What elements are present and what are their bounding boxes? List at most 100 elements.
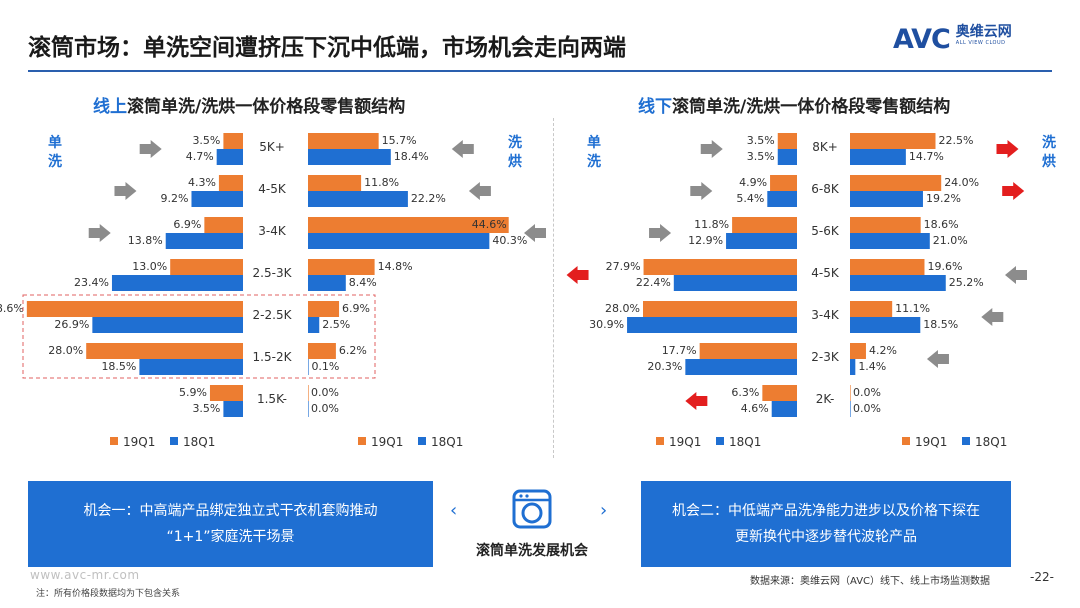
red-right-arrow-icon	[996, 140, 1019, 158]
legend-right-swatch-18q1	[418, 437, 426, 445]
data-label: 23.4%	[74, 276, 109, 289]
data-label: 8.4%	[349, 276, 377, 289]
data-label: 18.5%	[923, 318, 958, 331]
bar-single-wash-18Q1	[223, 401, 243, 417]
data-label: 26.9%	[54, 318, 89, 331]
data-label: 6.9%	[342, 302, 370, 315]
data-label: 6.9%	[173, 218, 201, 231]
data-label: 3.5%	[747, 134, 775, 147]
bar-single-wash-18Q1	[111, 275, 244, 291]
legend-left-18q1-label: 18Q1	[183, 435, 215, 449]
gray-right-arrow-icon	[690, 182, 713, 200]
data-label: 0.0%	[311, 402, 339, 415]
bar-wash-dry-18Q1	[850, 275, 946, 291]
category-label: 2K-	[816, 392, 835, 406]
opportunity-2-box: 机会二：中低端产品洗净能力进步以及价格下探在 更新换代中逐步替代波轮产品	[641, 481, 1011, 567]
data-label: 2.5%	[322, 318, 350, 331]
legend-right-18q1-label: 18Q1	[431, 435, 463, 449]
washing-machine-icon	[511, 488, 553, 534]
gray-left-arrow-icon	[981, 308, 1004, 326]
data-label: 15.7%	[382, 134, 417, 147]
bar-single-wash-19Q1	[223, 133, 243, 149]
red-left-arrow-icon	[685, 392, 708, 410]
data-label: 4.3%	[188, 176, 216, 189]
bar-single-wash-19Q1	[643, 259, 797, 275]
category-label: 3-4K	[258, 224, 287, 238]
data-label: 6.3%	[731, 386, 759, 399]
data-label: 21.0%	[933, 234, 968, 247]
bar-wash-dry-18Q1	[308, 401, 309, 417]
data-label: 3.5%	[192, 134, 220, 147]
opportunity-1-line2: “1+1”家庭洗干场景	[166, 529, 295, 545]
category-label: 2-3K	[811, 350, 840, 364]
website: www.avc-mr.com	[30, 568, 140, 582]
category-label: 4-5K	[258, 182, 287, 196]
data-label: 12.9%	[688, 234, 723, 247]
highlight-box	[22, 294, 376, 379]
data-label: 14.8%	[378, 260, 413, 273]
bar-wash-dry-18Q1	[308, 233, 490, 249]
data-label: 11.8%	[694, 218, 729, 231]
data-label: 22.2%	[411, 192, 446, 205]
category-label: 2-2.5K	[253, 308, 293, 322]
online-single-wash-label: 单洗	[48, 135, 62, 170]
data-label: 28.0%	[605, 302, 640, 315]
category-label: 2.5-3K	[253, 266, 293, 280]
bar-wash-dry-18Q1	[850, 191, 923, 207]
bar-wash-dry-18Q1	[308, 149, 391, 165]
gray-right-arrow-icon	[649, 224, 672, 242]
offline-title-rest: 滚筒单洗/洗烘一体价格段零售额结构	[672, 97, 951, 117]
center-label: 滚筒单洗发展机会	[476, 543, 588, 559]
data-label: 28.0%	[48, 344, 83, 357]
bar-single-wash-18Q1	[685, 359, 797, 375]
chevron-left-icon: ‹	[450, 500, 458, 521]
bar-single-wash-19Q1	[209, 385, 243, 401]
bar-wash-dry-18Q1	[308, 275, 346, 291]
avc-logo: AVC 奥维云网 ALL VIEW CLOUD	[893, 24, 1012, 55]
bar-wash-dry-19Q1	[308, 259, 375, 275]
category-label: 8K+	[812, 140, 838, 154]
logo-brand: AVC	[893, 24, 951, 55]
offline-single-wash-label: 单洗	[587, 135, 601, 170]
gray-right-arrow-icon	[114, 182, 137, 200]
bar-wash-dry-18Q1	[850, 359, 856, 375]
data-label: 30.9%	[589, 318, 624, 331]
bar-wash-dry-19Q1	[308, 343, 336, 359]
data-source: 数据来源：奥维云网（AVC）线下、线上市场监测数据	[750, 576, 991, 587]
legend-left-19q1-label: 19Q1	[123, 435, 155, 449]
data-label: 5.4%	[736, 192, 764, 205]
legend-left-swatch-19q1	[110, 437, 118, 445]
data-label: 3.5%	[747, 150, 775, 163]
bar-single-wash-18Q1	[673, 275, 797, 291]
data-label: 3.5%	[192, 402, 220, 415]
category-label: 6-8K	[811, 182, 840, 196]
bar-single-wash-18Q1	[139, 359, 243, 375]
bar-single-wash-18Q1	[165, 233, 243, 249]
legend-left-swatch-18q1	[170, 437, 178, 445]
bar-wash-dry-18Q1	[308, 359, 309, 375]
category-label: 5K+	[259, 140, 285, 154]
bar-wash-dry-19Q1	[308, 217, 509, 233]
data-label: 0.0%	[311, 386, 339, 399]
opportunity-2-line1: 机会二：中低端产品洗净能力进步以及价格下探在	[672, 503, 980, 519]
bar-single-wash-19Q1	[762, 385, 797, 401]
data-label: 4.7%	[186, 150, 214, 163]
bar-single-wash-18Q1	[767, 191, 797, 207]
bar-single-wash-19Q1	[777, 133, 797, 149]
bar-wash-dry-19Q1	[308, 301, 340, 317]
page-title: 滚筒市场：单洗空间遭挤压下沉中低端，市场机会走向两端	[28, 35, 626, 61]
bar-wash-dry-18Q1	[308, 191, 408, 207]
category-label: 1.5K-	[257, 392, 287, 406]
footnote: 注：所有价格段数据均为下包含关系	[36, 589, 181, 599]
gray-right-arrow-icon	[88, 224, 111, 242]
bar-wash-dry-19Q1	[850, 301, 893, 317]
bar-single-wash-18Q1	[726, 233, 797, 249]
data-label: 18.6%	[924, 218, 959, 231]
bar-single-wash-19Q1	[204, 217, 243, 233]
data-label: 24.0%	[944, 176, 979, 189]
legend-left-swatch-18q1	[716, 437, 724, 445]
logo-cn: 奥维云网	[955, 24, 1012, 40]
data-label: 18.4%	[394, 150, 429, 163]
gray-left-arrow-icon	[524, 224, 546, 242]
data-label: 13.0%	[132, 260, 167, 273]
